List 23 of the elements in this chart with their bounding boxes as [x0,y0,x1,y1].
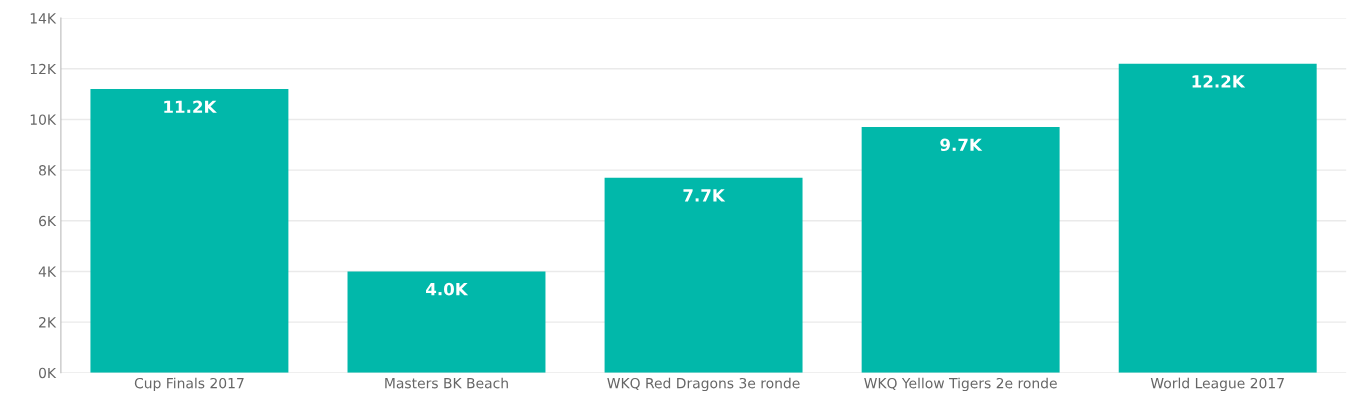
data-label: 7.7K [683,189,726,202]
y-tick-label: 12K [30,63,57,75]
x-tick-label: WKQ Red Dragons 3e ronde [607,377,800,392]
y-tick-label: 0K [38,367,57,379]
x-tick-label: Cup Finals 2017 [134,377,244,392]
y-tick-label: 14K [30,13,57,24]
x-tick-label: Masters BK Beach [385,377,508,389]
y-tick-label: 10K [30,114,57,125]
y-tick-label: 6K [39,215,57,227]
x-tick-label: WKQ Yellow Tigers 2e ronde [864,377,1057,392]
data-label: 4.0K [426,282,469,296]
y-tick-label: 2K [39,317,57,328]
data-label: 9.7K [940,138,983,152]
y-tick-label: 8K [39,165,57,176]
bar [1118,63,1317,373]
y-tick-label: 4K [38,266,57,277]
data-label: 12.2K [1192,75,1246,88]
bar [861,127,1060,373]
bar [347,271,546,373]
bar [90,89,289,373]
bar [604,177,803,373]
data-label: 11.2K [164,100,217,113]
x-tick-label: World League 2017 [1150,377,1284,392]
